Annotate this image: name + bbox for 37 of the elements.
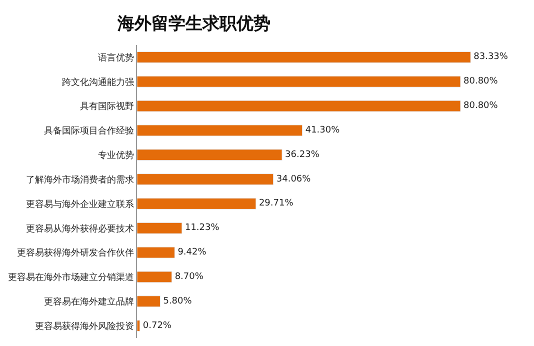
bar: [137, 174, 274, 186]
data-label: 11.23%: [184, 223, 220, 234]
bar: [137, 198, 256, 210]
bar: [137, 222, 182, 234]
y-tick-label: 更容易在海外市场建立分销渠道: [8, 272, 134, 284]
data-label: 80.80%: [464, 101, 498, 112]
y-tick-label: 更容易在海外建立品牌: [44, 296, 134, 308]
bar: [137, 100, 461, 112]
data-label: 0.72%: [142, 320, 172, 331]
y-tick-label: 了解海外市场消费者的需求: [26, 174, 134, 186]
data-label: 80.80%: [464, 76, 498, 87]
y-tick-label: 专业优势: [98, 150, 134, 162]
chart-title: 海外留学生求职优势: [116, 14, 270, 34]
y-tick-label: 更容易获得海外风险投资: [35, 320, 134, 332]
data-label: 9.42%: [178, 248, 207, 258]
bar: [137, 296, 160, 308]
data-label: 5.80%: [163, 296, 192, 306]
data-label: 83.33%: [474, 52, 508, 62]
bar: [137, 320, 140, 332]
bar: [137, 246, 175, 258]
bar: [137, 271, 172, 283]
y-tick-label: 更容易与海外企业建立联系: [26, 198, 134, 210]
y-tick-label: 更容易获得海外研发合作伙伴: [17, 248, 134, 259]
y-tick-label: 具备国际项目合作经验: [44, 126, 134, 137]
bar: [137, 124, 303, 136]
data-label: 34.06%: [276, 174, 312, 184]
data-label: 36.23%: [285, 150, 320, 160]
data-label: 29.71%: [258, 198, 294, 209]
data-label: 41.30%: [305, 125, 340, 136]
data-label: 8.70%: [174, 272, 204, 282]
y-tick-label: 更容易从海外获得必要技术: [26, 223, 134, 234]
bar: [137, 76, 461, 88]
y-tick-label: 语言优势: [98, 52, 134, 64]
y-tick-label: 具有国际视野: [80, 101, 134, 112]
bar: [137, 51, 471, 63]
y-tick-label: 跨文化沟通能力强: [62, 76, 134, 88]
bar: [137, 149, 282, 161]
